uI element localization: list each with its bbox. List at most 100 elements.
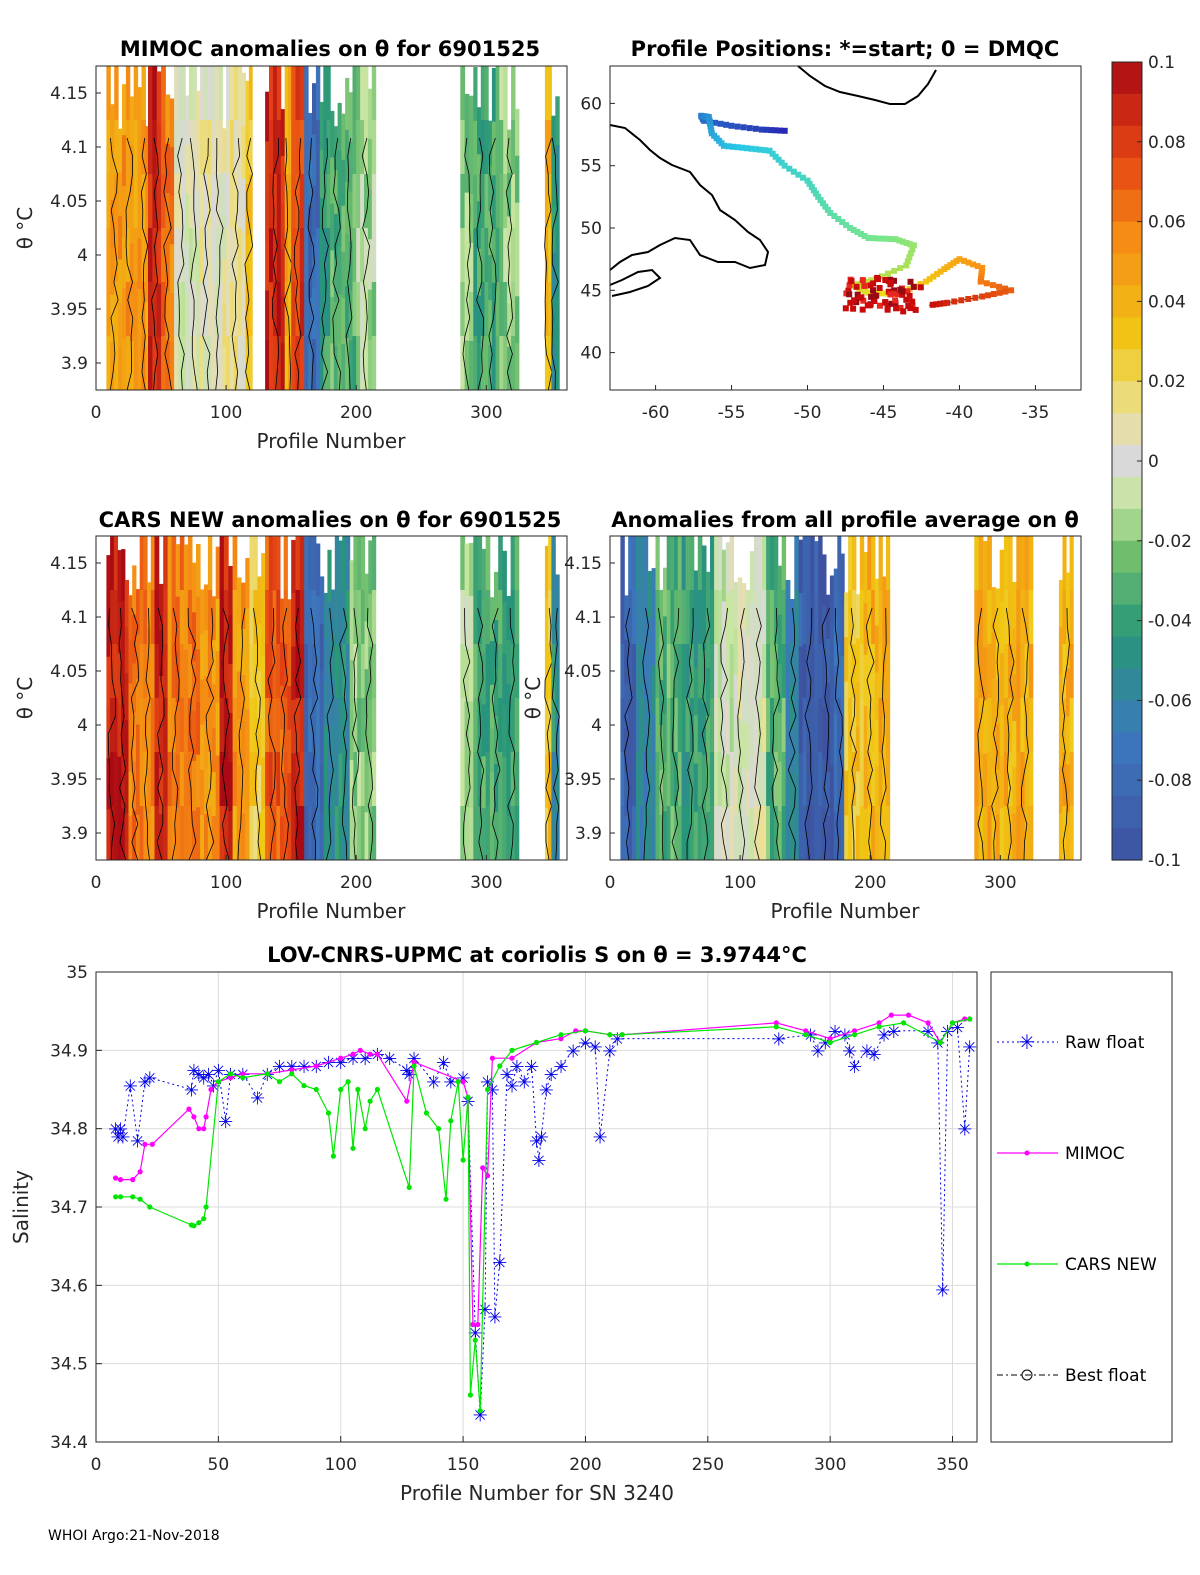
heatmap-cell: [1028, 644, 1034, 699]
cars-new-point: [582, 1028, 589, 1034]
profile-position: [937, 300, 943, 307]
heatmap-cell: [367, 138, 373, 190]
heatmap-cell: [280, 249, 286, 297]
heatmap-cell: [118, 259, 123, 304]
cars-new-point: [228, 1071, 234, 1077]
heatmap-cell: [697, 644, 703, 699]
heatmap-cell: [345, 286, 350, 339]
profile-position: [861, 282, 868, 289]
heatmap-cell: [848, 752, 853, 807]
heatmap-cell: [237, 228, 243, 283]
profile-position: [958, 297, 965, 304]
heatmap-cell: [232, 806, 238, 861]
heatmap-cell: [1003, 752, 1009, 807]
heatmap-cell: [257, 576, 262, 625]
heatmap-cell: [171, 698, 177, 753]
heatmap-cell: [196, 702, 201, 756]
raw-float-point: ✳: [771, 1030, 786, 1051]
heatmap-cell: [218, 174, 223, 229]
heatmap-cell: [137, 238, 142, 290]
heatmap-cell: [185, 291, 190, 342]
mimoc-point: [460, 1079, 466, 1085]
heatmap-cell: [806, 752, 811, 807]
heatmap-cell: [236, 671, 242, 720]
heatmap-cell: [295, 698, 301, 753]
raw-float-point: ✳: [473, 1406, 488, 1427]
heatmap-cell: [697, 698, 703, 753]
profile-position: [847, 225, 854, 231]
heatmap-cell: [181, 228, 186, 283]
heatmap-cell: [636, 806, 641, 861]
heatmap-cell: [689, 806, 695, 861]
salinity-series: ✳✳✳✳✳✳✳✳✳✳✳✳✳✳✳✳✳✳ ✳ ✳✳✳✳ ✳✳✳ ✳✳✳✳✳✳✳✳✳✳✳✳✳✳…: [108, 1012, 977, 1427]
heatmap-cell: [161, 228, 166, 283]
heatmap-cell: [770, 698, 775, 753]
heatmap-cell: [308, 806, 313, 861]
heatmap-cell: [481, 808, 487, 861]
heatmap-cell: [154, 698, 160, 753]
heatmap-cell: [348, 340, 353, 391]
heatmap-cell: [371, 282, 377, 337]
heatmap-cell: [464, 596, 470, 650]
heatmap-cell: [150, 536, 155, 591]
heatmap-cell: [175, 754, 181, 808]
heatmap-cell: [175, 702, 181, 756]
heatmap-cell: [312, 536, 317, 591]
heatmap-cell: [511, 282, 516, 337]
heatmap-cell: [276, 336, 282, 391]
heatmap-cell: [327, 808, 332, 861]
heatmap-cell: [158, 629, 164, 677]
heatmap-cell: [192, 120, 197, 175]
heatmap-cell: [171, 536, 177, 591]
heatmap-cell: [295, 120, 301, 175]
heatmap-cell: [685, 806, 691, 861]
y-tick-label: 4.05: [50, 192, 88, 212]
profile-position: [888, 300, 895, 307]
heatmap-cell: [371, 66, 377, 121]
mimoc-title: MIMOC anomalies on θ for 6901525: [120, 37, 540, 61]
heatmap-cell: [280, 598, 285, 643]
heatmap-cell: [319, 765, 325, 814]
mimoc-point: [113, 1175, 119, 1181]
heatmap-cell: [117, 705, 122, 758]
heatmap-cell: [469, 242, 474, 293]
heatmap-cell: [268, 698, 274, 753]
heatmap-cell: [371, 174, 377, 229]
heatmap-cell: [484, 174, 489, 229]
heatmap-cell: [299, 228, 305, 283]
heatmap-cell: [334, 644, 339, 699]
heatmap-cell: [624, 639, 629, 685]
heatmap-cell: [798, 806, 804, 861]
mimoc-point: [203, 1114, 209, 1120]
profile-position: [781, 162, 788, 169]
x-tick-label: 100: [724, 873, 756, 893]
cars-new-point: [937, 1039, 943, 1046]
heatmap-cell: [685, 752, 691, 807]
cars-new-point: [619, 1032, 625, 1038]
profile-position: [940, 300, 947, 307]
heatmap-cell: [211, 728, 217, 773]
heatmap-cell: [223, 590, 229, 645]
heatmap-cell: [685, 698, 691, 753]
profile-position: [843, 222, 850, 228]
heatmap-cell: [360, 752, 366, 807]
heatmap-cell: [330, 110, 335, 158]
heatmap-cell: [693, 811, 699, 861]
heatmap-cell: [330, 250, 335, 298]
heatmap-cell: [882, 623, 887, 672]
heatmap-cell: [308, 644, 313, 699]
heatmap-cell: [287, 228, 292, 283]
heatmap-cell: [770, 752, 775, 807]
heatmap-cell: [128, 771, 133, 817]
heatmap-cell: [150, 806, 155, 861]
heatmap-cell: [620, 698, 625, 753]
heatmap-cell: [364, 669, 369, 718]
heatmap-cell: [226, 174, 231, 229]
heatmap-cell: [639, 752, 645, 807]
heatmap-cell: [507, 259, 512, 304]
heatmap-cell: [477, 248, 482, 297]
heatmap-cell: [133, 66, 139, 121]
heatmap-cell: [341, 205, 346, 253]
contour-line: [325, 607, 334, 861]
heatmap-cell: [338, 700, 343, 754]
